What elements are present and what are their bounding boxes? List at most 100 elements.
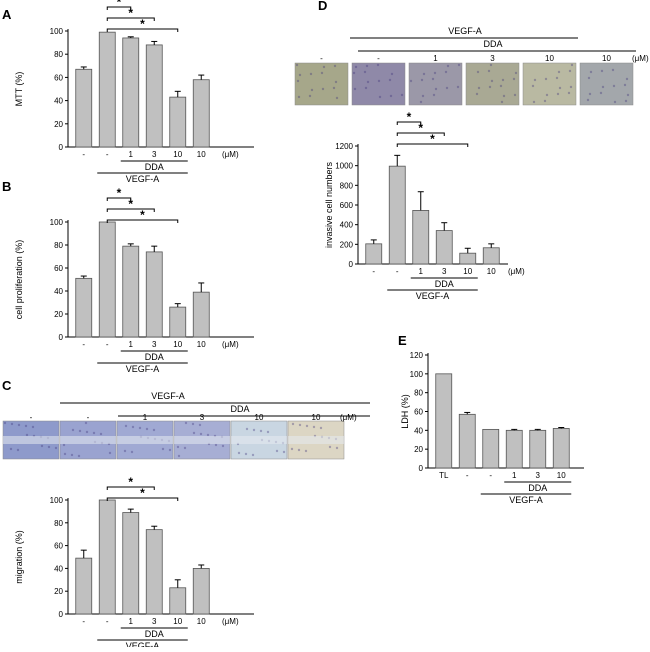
panel-label-e: E <box>398 333 407 348</box>
micrograph-speckle <box>304 449 308 453</box>
micrograph-speckle <box>177 454 181 458</box>
micrograph-speckle <box>531 84 535 88</box>
micrograph-speckle <box>364 86 368 90</box>
micrograph-speckle <box>363 70 367 74</box>
micrograph-speckle <box>296 79 300 83</box>
y-tick-label: 400 <box>340 221 354 230</box>
x-tick-label: 1 <box>419 267 424 276</box>
bar <box>435 373 453 469</box>
micrograph-speckle <box>433 71 437 75</box>
bar <box>482 428 500 469</box>
y-tick-label: 80 <box>54 50 63 59</box>
micrograph-speckle <box>446 64 450 68</box>
significance-star: * <box>140 486 145 500</box>
micrograph-speckle <box>291 422 295 426</box>
bar <box>412 210 430 265</box>
micrograph-speckle <box>322 65 326 69</box>
micrograph-label: 1 <box>433 54 438 63</box>
micrograph-speckle <box>512 77 516 81</box>
x-unit-label: (μM) <box>508 267 525 276</box>
micrograph-speckle <box>251 453 255 457</box>
significance-star: * <box>407 110 412 124</box>
y-tick-label: 40 <box>414 426 423 435</box>
x-tick-label: - <box>466 471 469 480</box>
micrograph-speckle <box>244 452 248 456</box>
micrograph-speckle <box>377 79 381 83</box>
micrograph-label: - <box>320 54 323 63</box>
bar <box>98 221 116 338</box>
y-tick-label: 80 <box>54 519 63 528</box>
micrograph-speckle <box>354 65 358 69</box>
micrograph-speckle <box>206 433 210 437</box>
micrograph-speckle <box>70 453 74 457</box>
micrograph-speckle <box>31 425 35 429</box>
micrograph-speckle <box>409 79 413 83</box>
panel-label-a: A <box>2 7 12 22</box>
group-label-dda: DDA <box>145 352 164 362</box>
micrograph-speckle <box>328 445 332 449</box>
micrograph-speckle <box>444 70 448 74</box>
panel-b-chart: B 0 20 40 60 80 100 cell proliferation (%) - - 1 3 1… <box>2 179 254 374</box>
y-axis-label: cell proliferation (%) <box>14 240 24 320</box>
micrograph-label: 10 <box>312 413 321 422</box>
micrograph-speckle <box>312 425 316 429</box>
micrograph-unit: (μM) <box>340 413 357 422</box>
micrograph-speckle <box>490 79 494 83</box>
micrograph-speckle <box>47 445 51 449</box>
group-label-vegf-a: VEGF-A <box>126 641 160 647</box>
micrograph-speckle <box>266 430 270 434</box>
y-tick-label: 60 <box>54 542 63 551</box>
micrograph-speckle <box>599 91 603 95</box>
micrograph-speckle <box>168 448 172 452</box>
micrograph-speckle <box>124 424 128 428</box>
micrograph-speckle <box>544 77 548 81</box>
y-tick-label: 1200 <box>335 142 353 151</box>
significance-star: * <box>430 132 435 146</box>
y-tick-label: 0 <box>349 260 354 269</box>
micrograph-speckle <box>476 70 480 74</box>
micrograph-speckle <box>388 78 392 82</box>
y-tick-label: 40 <box>54 564 63 573</box>
micrograph-speckle <box>282 450 286 454</box>
micrograph-speckle <box>108 451 112 455</box>
significance-star: * <box>418 121 423 135</box>
x-tick-label: 3 <box>442 267 447 276</box>
micrograph-speckle <box>62 443 66 447</box>
micrograph-unit: (μM) <box>632 54 649 63</box>
y-tick-label: 20 <box>414 445 423 454</box>
micrograph-label: 1 <box>143 413 148 422</box>
micrograph-speckle <box>623 83 627 87</box>
y-tick-label: 100 <box>50 27 64 36</box>
micrograph-speckle <box>489 63 493 67</box>
micrograph-label: 10 <box>602 54 611 63</box>
micrograph-speckle <box>431 77 435 81</box>
wound-gap <box>60 436 116 444</box>
micrograph-speckle <box>92 431 96 435</box>
micrograph-label: 10 <box>545 54 554 63</box>
bar <box>122 37 140 148</box>
y-tick-label: 60 <box>54 264 63 273</box>
bar <box>122 245 140 338</box>
wound-gap <box>3 436 59 444</box>
micrograph-speckle <box>420 78 424 82</box>
bar <box>482 247 500 265</box>
micrograph-speckle <box>25 433 29 437</box>
x-unit-label: (μM) <box>222 340 239 349</box>
micrograph-speckle <box>85 430 89 434</box>
panel-c-micrographs: VEGF-A DDA - - 1 3 10 10 (μM) <box>2 391 370 460</box>
micrograph-speckle <box>308 94 312 98</box>
micrograph-speckle <box>567 91 571 95</box>
significance-bracket <box>106 208 155 212</box>
y-tick-label: 600 <box>340 201 354 210</box>
bar <box>388 165 406 265</box>
significance-bracket <box>106 6 132 10</box>
micrograph-speckle <box>78 429 82 433</box>
significance-bracket <box>106 17 155 21</box>
significance-bracket <box>396 121 422 125</box>
x-tick-label: 3 <box>536 471 541 480</box>
bar <box>192 568 210 615</box>
micrograph-speckle <box>389 94 393 98</box>
micrograph-speckle <box>320 71 324 75</box>
bar <box>75 557 93 615</box>
